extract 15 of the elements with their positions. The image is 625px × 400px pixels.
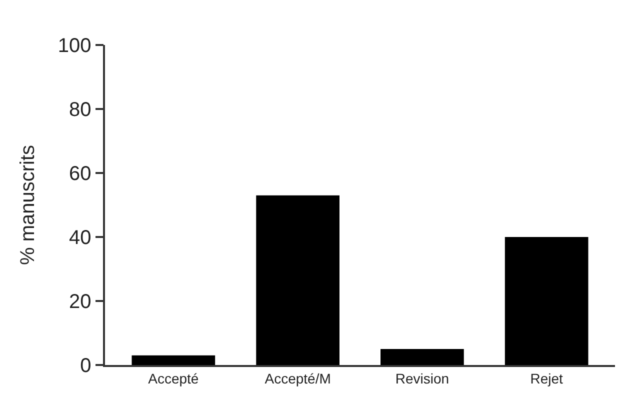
x-tick-label: Rejet	[530, 370, 564, 387]
y-tick-label: 100	[58, 35, 92, 57]
y-tick-label: 80	[69, 99, 92, 121]
y-tick-label: 40	[69, 227, 92, 249]
y-tick-label: 0	[80, 355, 92, 377]
x-tick-label: Revision	[395, 370, 450, 387]
bar	[132, 355, 216, 365]
y-tick-label: 20	[69, 291, 92, 313]
y-tick-label: 60	[69, 163, 92, 185]
bar	[256, 195, 340, 365]
bar	[504, 237, 588, 365]
bar	[380, 349, 464, 365]
y-axis-title: % manuscrits	[16, 144, 39, 266]
x-tick-label: Accepté	[148, 370, 199, 387]
x-tick-label: Accepté/M	[264, 370, 331, 387]
